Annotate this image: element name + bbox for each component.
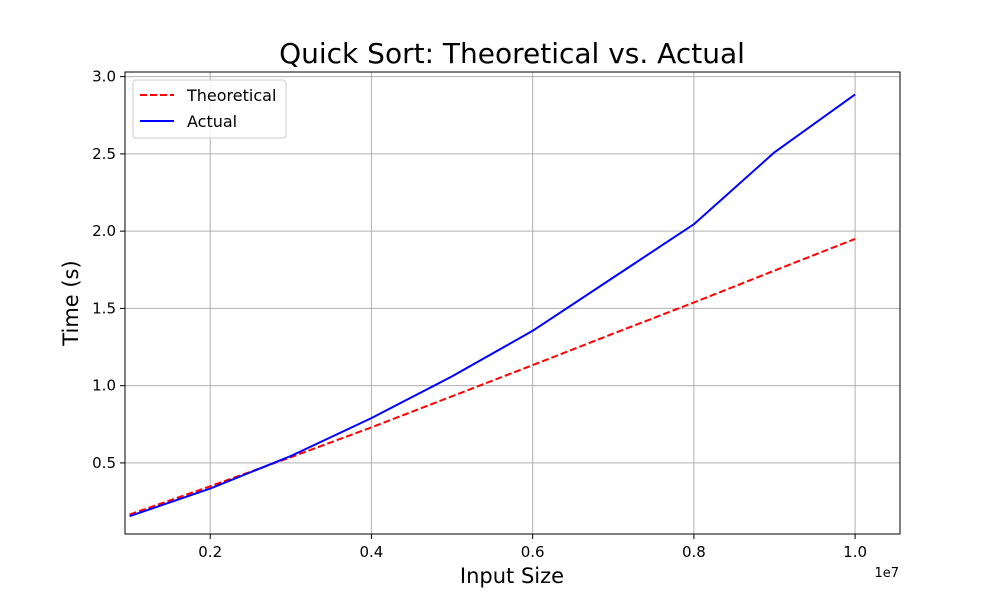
- x-tick-label: 1.0: [843, 543, 867, 561]
- x-tick-label: 0.4: [360, 543, 384, 561]
- series-layer: [129, 93, 856, 518]
- grid: [125, 72, 900, 534]
- x-tick-label: 0.6: [521, 543, 545, 561]
- series-line-theoretical: [129, 237, 856, 516]
- ticks: 0.2 0.4 0.6 0.8 1.0 0.5 1.0 1.5 2.0 2.5 3.0: [92, 68, 867, 561]
- y-tick-label: 2.5: [92, 145, 116, 163]
- legend-label-theoretical: Theoretical: [186, 86, 276, 105]
- x-tick-label: 0.8: [682, 543, 706, 561]
- x-offset-label: 1e7: [874, 566, 899, 581]
- x-tick-label: 0.2: [198, 543, 222, 561]
- y-tick-label: 1.0: [92, 377, 116, 395]
- series-line-actual: [129, 93, 856, 518]
- y-axis-title: Time (s): [59, 260, 83, 346]
- y-tick-label: 3.0: [92, 68, 116, 86]
- legend-label-actual: Actual: [187, 112, 237, 131]
- chart-title: Quick Sort: Theoretical vs. Actual: [279, 37, 745, 70]
- plot-frame: [124, 71, 901, 535]
- y-tick-label: 0.5: [92, 454, 116, 472]
- y-tick-label: 1.5: [92, 299, 116, 317]
- legend: Theoretical Actual: [132, 79, 287, 139]
- x-axis-title: Input Size: [460, 564, 564, 588]
- y-tick-label: 2.0: [92, 222, 116, 240]
